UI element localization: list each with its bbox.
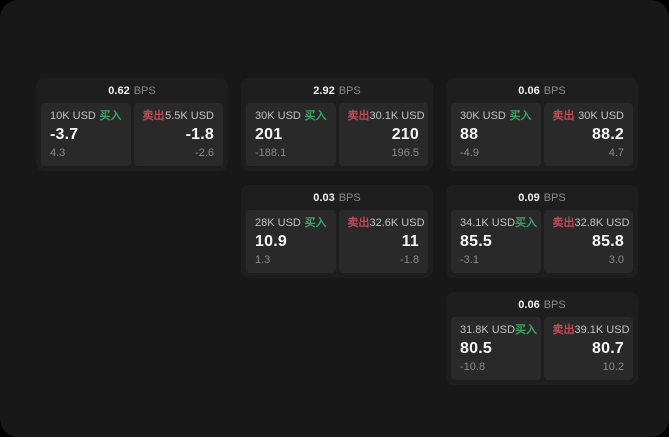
quote-card: 0.06 BPS 30K USD 买入 88 -4.9 卖出 30K USD — [446, 78, 638, 171]
bps-unit-label: BPS — [543, 191, 566, 204]
sell-change: 10.2 — [602, 361, 624, 373]
quote-card: 2.92 BPS 30K USD 买入 201 -188.1 卖出 30.1K … — [241, 78, 433, 171]
sell-panel[interactable]: 卖出 30.1K USD 210 196.5 — [338, 103, 428, 166]
bps-value: 0.06 — [518, 84, 540, 97]
buy-amount: 10K USD — [50, 110, 96, 122]
sell-amount: 32.6K USD — [369, 217, 425, 229]
panels-row: 31.8K USD 买入 80.5 -10.8 卖出 39.1K USD 80.… — [446, 317, 638, 385]
sell-side-label: 卖出 — [552, 217, 575, 229]
buy-panel[interactable]: 31.8K USD 买入 80.5 -10.8 — [451, 317, 541, 380]
sell-side-label: 卖出 — [142, 110, 165, 122]
buy-panel[interactable]: 30K USD 买入 201 -188.1 — [246, 103, 336, 166]
panels-row: 10K USD 买入 -3.7 4.3 卖出 5.5K USD -1.8 -2.… — [36, 103, 228, 171]
buy-change: -10.8 — [460, 361, 486, 373]
buy-change: -3.1 — [460, 254, 479, 266]
quote-card: 0.62 BPS 10K USD 买入 -3.7 4.3 卖出 5.5K USD — [36, 78, 228, 171]
bps-value: 0.09 — [518, 191, 540, 204]
buy-price: -3.7 — [50, 126, 79, 143]
buy-panel[interactable]: 30K USD 买入 88 -4.9 — [451, 103, 541, 166]
sell-price: 210 — [391, 126, 419, 143]
sell-price: 11 — [401, 233, 419, 250]
buy-side-label: 买入 — [515, 217, 538, 229]
sell-price: 88.2 — [592, 126, 624, 143]
buy-side-label: 买入 — [304, 217, 327, 229]
card-header: 0.62 BPS — [36, 78, 228, 103]
buy-side-label: 买入 — [99, 110, 122, 122]
card-header: 0.06 BPS — [446, 78, 638, 103]
sell-side-label: 卖出 — [347, 110, 370, 122]
buy-price: 80.5 — [460, 340, 492, 357]
sell-change: 4.7 — [608, 147, 624, 159]
buy-change: -4.9 — [460, 147, 479, 159]
sell-panel[interactable]: 卖出 5.5K USD -1.8 -2.6 — [133, 103, 223, 166]
sell-amount: 39.1K USD — [574, 324, 630, 336]
bps-unit-label: BPS — [338, 191, 361, 204]
buy-price: 88 — [460, 126, 479, 143]
bps-unit-label: BPS — [543, 298, 566, 311]
bps-unit-label: BPS — [338, 84, 361, 97]
buy-amount: 30K USD — [460, 110, 506, 122]
quote-card: 0.09 BPS 34.1K USD 买入 85.5 -3.1 卖出 32.8K… — [446, 185, 638, 278]
panels-row: 30K USD 买入 88 -4.9 卖出 30K USD 88.2 4.7 — [446, 103, 638, 171]
card-header: 0.09 BPS — [446, 185, 638, 210]
sell-side-label: 卖出 — [552, 324, 575, 336]
buy-panel[interactable]: 34.1K USD 买入 85.5 -3.1 — [451, 210, 541, 273]
buy-amount: 30K USD — [255, 110, 301, 122]
buy-amount: 31.8K USD — [460, 324, 516, 336]
sell-amount: 30.1K USD — [369, 110, 425, 122]
sell-panel[interactable]: 卖出 39.1K USD 80.7 10.2 — [543, 317, 633, 380]
sell-side-label: 卖出 — [552, 110, 575, 122]
buy-side-label: 买入 — [509, 110, 532, 122]
buy-price: 10.9 — [255, 233, 287, 250]
buy-amount: 28K USD — [255, 217, 301, 229]
buy-change: 4.3 — [50, 147, 66, 159]
panels-row: 28K USD 买入 10.9 1.3 卖出 32.6K USD 11 -1.8 — [241, 210, 433, 278]
sell-change: 3.0 — [608, 254, 624, 266]
sell-price: 85.8 — [592, 233, 624, 250]
panels-row: 34.1K USD 买入 85.5 -3.1 卖出 32.8K USD 85.8… — [446, 210, 638, 278]
sell-panel[interactable]: 卖出 30K USD 88.2 4.7 — [543, 103, 633, 166]
buy-side-label: 买入 — [304, 110, 327, 122]
bps-unit-label: BPS — [133, 84, 156, 97]
buy-side-label: 买入 — [515, 324, 538, 336]
sell-price: -1.8 — [185, 126, 214, 143]
card-header: 2.92 BPS — [241, 78, 433, 103]
sell-side-label: 卖出 — [347, 217, 370, 229]
buy-price: 201 — [255, 126, 283, 143]
bps-value: 2.92 — [313, 84, 335, 97]
cards-grid: 0.62 BPS 10K USD 买入 -3.7 4.3 卖出 5.5K USD — [36, 78, 638, 385]
card-header: 0.06 BPS — [446, 292, 638, 317]
sell-change: 196.5 — [391, 147, 419, 159]
sell-panel[interactable]: 卖出 32.8K USD 85.8 3.0 — [543, 210, 633, 273]
sell-price: 80.7 — [592, 340, 624, 357]
bps-value: 0.62 — [108, 84, 130, 97]
buy-panel[interactable]: 28K USD 买入 10.9 1.3 — [246, 210, 336, 273]
buy-amount: 34.1K USD — [460, 217, 516, 229]
bps-value: 0.03 — [313, 191, 335, 204]
buy-change: -188.1 — [255, 147, 287, 159]
quote-card: 0.06 BPS 31.8K USD 买入 80.5 -10.8 卖出 39.1… — [446, 292, 638, 385]
sell-panel[interactable]: 卖出 32.6K USD 11 -1.8 — [338, 210, 428, 273]
bps-unit-label: BPS — [543, 84, 566, 97]
panels-row: 30K USD 买入 201 -188.1 卖出 30.1K USD 210 1… — [241, 103, 433, 171]
buy-panel[interactable]: 10K USD 买入 -3.7 4.3 — [41, 103, 131, 166]
buy-change: 1.3 — [255, 254, 271, 266]
sell-amount: 32.8K USD — [574, 217, 630, 229]
sell-amount: 30K USD — [578, 110, 624, 122]
sell-change: -1.8 — [400, 254, 419, 266]
sell-amount: 5.5K USD — [165, 110, 214, 122]
sell-change: -2.6 — [195, 147, 214, 159]
card-header: 0.03 BPS — [241, 185, 433, 210]
bps-value: 0.06 — [518, 298, 540, 311]
buy-price: 85.5 — [460, 233, 492, 250]
quote-card: 0.03 BPS 28K USD 买入 10.9 1.3 卖出 32.6K US… — [241, 185, 433, 278]
